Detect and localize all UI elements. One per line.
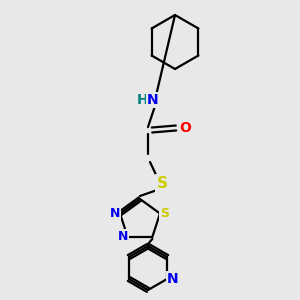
- Text: S: S: [157, 176, 167, 190]
- Text: N: N: [118, 230, 128, 244]
- Text: N: N: [110, 207, 120, 220]
- Text: N: N: [167, 272, 179, 286]
- Text: O: O: [179, 121, 191, 135]
- Text: N: N: [147, 93, 159, 107]
- Text: S: S: [160, 207, 169, 220]
- Text: H: H: [137, 93, 149, 107]
